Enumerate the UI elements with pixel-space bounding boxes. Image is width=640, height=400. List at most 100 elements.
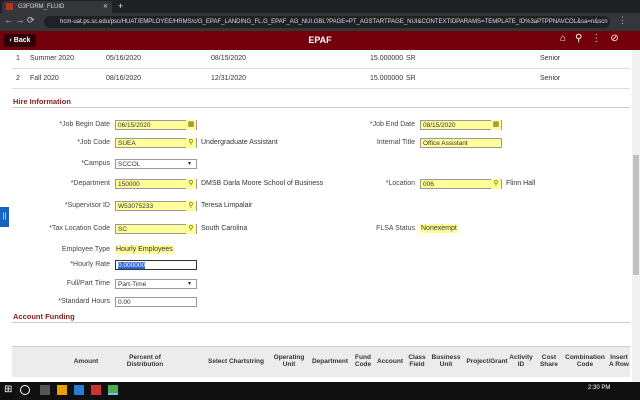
input[interactable]: Part-Time [115, 279, 197, 289]
url: hcm-uat.ps.sc.edu/psc/HUAT/EMPLOYEE/HRMS… [60, 19, 608, 25]
input-value: 0.00 [118, 299, 131, 306]
section-title: Account Funding [13, 312, 75, 321]
field-label: *Job Begin Date [59, 121, 110, 128]
tab[interactable]: G3FORM_FLUID ✕ [2, 1, 112, 13]
term-cell: 08/16/2020 [106, 75, 142, 82]
scroll-thumb[interactable] [633, 155, 639, 275]
term-cell: SR [406, 55, 416, 62]
input-value: 06/15/2020 [118, 122, 151, 129]
start-button[interactable]: ⊞ [4, 384, 13, 395]
input[interactable]: SUEA [115, 138, 197, 148]
column-header: Amount [73, 357, 99, 365]
column-header: Percent of Distribution [126, 354, 164, 368]
field-label: *Job Code [77, 139, 110, 146]
input[interactable]: 0.00 [115, 297, 197, 307]
term-cell: 08/15/2020 [211, 55, 247, 62]
divider [12, 107, 630, 108]
calendar-button[interactable]: ▦ [491, 120, 501, 130]
page-title: EPAF [308, 35, 332, 45]
taskbar-apps [40, 385, 120, 397]
tab-close[interactable]: ✕ [102, 4, 108, 10]
calendar-button[interactable]: ▦ [186, 120, 196, 130]
search-button[interactable]: ⚲ [186, 179, 196, 189]
input[interactable]: 08/15/2020 [420, 120, 502, 130]
input-value: 0.000000 [118, 262, 146, 269]
term-cell: Fall 2020 [30, 75, 59, 82]
column-header: Business Unit [431, 354, 461, 368]
dropdown-arrow[interactable]: ▾ [188, 161, 192, 167]
search-button[interactable]: ⚲ [186, 201, 196, 211]
term-cell: 05/16/2020 [106, 55, 142, 62]
field-description: Teresa Limpalair [201, 202, 253, 209]
favicon [6, 3, 13, 10]
app-icon[interactable] [108, 385, 118, 395]
column-header: Class Field [408, 354, 426, 368]
dropdown-arrow[interactable]: ▾ [188, 281, 192, 287]
input-value: Office Assistant [423, 140, 468, 147]
back-label: Back [13, 37, 31, 44]
nav-buttons[interactable]: ← → ⟳ [4, 15, 35, 25]
input[interactable]: 006 [420, 179, 502, 189]
column-header: Activity ID [509, 354, 533, 368]
term-cell: 15.000000 [370, 55, 404, 62]
input-value: SUEA [118, 140, 136, 147]
field-description: South Carolina [201, 225, 248, 232]
term-cell: Senior [540, 75, 561, 82]
input[interactable]: 06/15/2020 [115, 120, 197, 130]
field-label: *Job End Date [369, 121, 415, 128]
input-value: 150000 [118, 181, 140, 188]
column-header: Select Chartstring [208, 357, 264, 365]
app-icon[interactable] [40, 385, 50, 395]
side-tab[interactable]: || [0, 207, 9, 227]
column-header: Department [311, 357, 349, 365]
field-description: Flinn Hall [506, 180, 536, 187]
search-button[interactable]: ⚲ [491, 179, 501, 189]
column-header: Operating Unit [273, 354, 305, 368]
term-cell: Senior [540, 55, 561, 62]
input-value: Part-Time [118, 281, 147, 288]
search-button[interactable]: ⚲ [186, 138, 196, 148]
app-icon[interactable] [57, 385, 67, 395]
input[interactable]: Office Assistant [420, 138, 502, 148]
divider [12, 322, 630, 323]
field-label: *Tax Location Code [49, 225, 110, 232]
input[interactable]: W53075233 [115, 201, 197, 211]
field-label: *Department [70, 180, 110, 187]
new-tab[interactable]: + [118, 1, 124, 11]
column-header: Fund Code [354, 354, 372, 368]
input[interactable]: 0.000000 [115, 260, 197, 270]
term-cell: 15.000000 [370, 75, 404, 82]
column-header: Account [377, 357, 403, 365]
grid-header [12, 346, 630, 377]
header-icons[interactable]: ⌂⚲⋮⊘ [560, 33, 628, 44]
row-line [12, 68, 630, 69]
back-button[interactable]: ‹ Back [4, 34, 36, 47]
clock: 2:30 PM [588, 385, 611, 391]
section-title: Hire Information [13, 97, 71, 106]
search-button[interactable]: ⚲ [186, 224, 196, 234]
input[interactable]: SCCOL [115, 159, 197, 169]
input-value: 006 [423, 181, 434, 188]
term-cell: Summer 2020 [30, 55, 74, 62]
app-icon[interactable] [91, 385, 101, 395]
input[interactable]: SC [115, 224, 197, 234]
taskbar [0, 382, 640, 400]
column-header: Project/Grant [466, 357, 508, 365]
search[interactable] [20, 385, 30, 395]
term-cell: 2 [16, 75, 20, 82]
term-cell: SR [406, 75, 416, 82]
field-label: *Location [385, 180, 415, 187]
tab-bar [0, 0, 640, 13]
url-bar[interactable]: hcm-uat.ps.sc.edu/psc/HUAT/EMPLOYEE/HRMS… [44, 16, 610, 28]
menu[interactable]: ⋮ [618, 15, 627, 25]
field-description: DMSB Darla Moore School of Business [201, 180, 324, 187]
term-cell: 12/31/2020 [211, 75, 247, 82]
app-icon[interactable] [74, 385, 84, 395]
field-label: *Hourly Rate [70, 261, 110, 268]
input[interactable]: 150000 [115, 179, 197, 189]
field-label: *Standard Hours [58, 298, 110, 305]
column-header: Insert A Row [609, 354, 629, 368]
field-description: Undergraduate Assistant [201, 139, 278, 146]
column-header: Cost Share [539, 354, 559, 368]
